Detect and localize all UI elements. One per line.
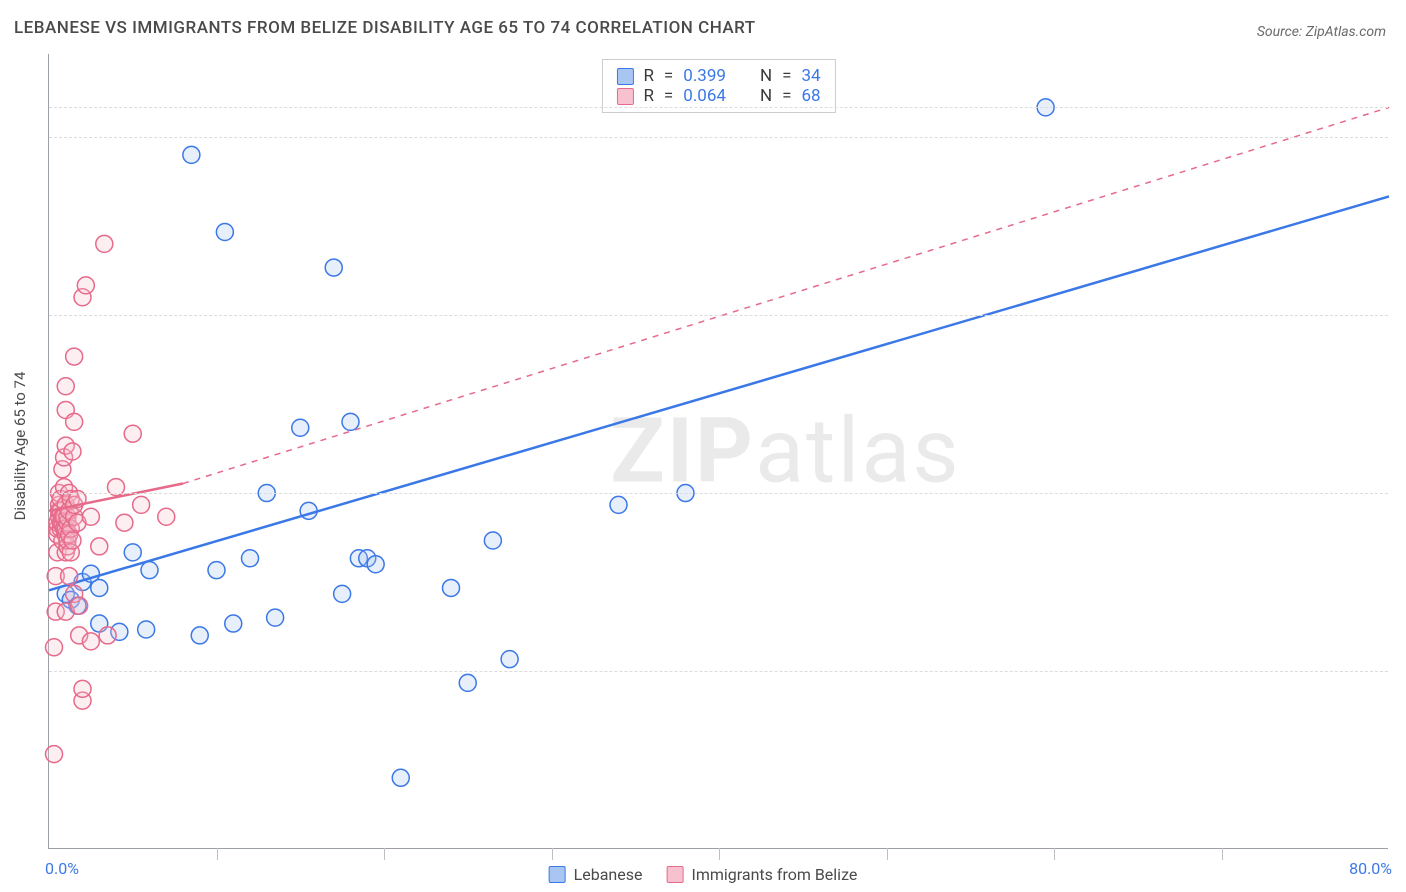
stat-n-value: 34 (801, 66, 820, 86)
data-point (82, 633, 99, 650)
data-point (71, 597, 88, 614)
stat-r-value: 0.399 (683, 66, 726, 86)
x-axis-min-label: 0.0% (45, 859, 79, 878)
stat-eq: = (782, 86, 791, 106)
x-tick (1222, 848, 1223, 860)
legend-swatch (616, 68, 633, 85)
data-point (116, 514, 133, 531)
gridline-h (49, 493, 1388, 494)
data-point (610, 496, 627, 513)
stat-eq: = (664, 66, 673, 86)
legend-item: Immigrants from Belize (666, 865, 857, 884)
chart-container: LEBANESE VS IMMIGRANTS FROM BELIZE DISAB… (0, 0, 1406, 892)
chart-title: LEBANESE VS IMMIGRANTS FROM BELIZE DISAB… (14, 18, 756, 38)
legend-label: Immigrants from Belize (691, 865, 857, 884)
stat-eq: = (664, 86, 673, 106)
stat-n-label: N (760, 66, 772, 86)
data-point (183, 146, 200, 163)
data-point (124, 425, 141, 442)
data-point (325, 259, 342, 276)
stat-r-value: 0.064 (683, 86, 726, 106)
data-point (267, 609, 284, 626)
source-credit: Source: ZipAtlas.com (1257, 24, 1386, 40)
stat-r-label: R (643, 86, 653, 106)
data-point (443, 579, 460, 596)
data-point (77, 277, 94, 294)
stat-r-label: R (643, 66, 653, 86)
legend-item: Lebanese (549, 865, 643, 884)
x-tick (1054, 848, 1055, 860)
series-legend: Lebanese Immigrants from Belize (549, 865, 858, 884)
data-point (61, 568, 78, 585)
x-tick (217, 848, 218, 860)
stats-row: R = 0.064 N = 68 (616, 86, 820, 106)
gridline-h (49, 137, 1388, 138)
data-point (459, 674, 476, 691)
x-tick (719, 848, 720, 860)
data-point (141, 562, 158, 579)
data-point (64, 443, 81, 460)
data-point (367, 556, 384, 573)
data-point (334, 585, 351, 602)
data-point (292, 419, 309, 436)
data-point (66, 413, 83, 430)
data-point (82, 508, 99, 525)
data-point (392, 769, 409, 786)
x-tick (887, 848, 888, 860)
stat-eq: = (782, 66, 791, 86)
data-point (242, 550, 259, 567)
data-point (342, 413, 359, 430)
stats-legend-box: R = 0.399 N = 34 R = 0.064 N = 68 (601, 59, 835, 113)
gridline-h (49, 315, 1388, 316)
data-point (74, 680, 91, 697)
legend-swatch (549, 866, 566, 883)
y-axis-label: Disability Age 65 to 74 (11, 372, 29, 521)
data-point (64, 532, 81, 549)
data-point (158, 508, 175, 525)
legend-label: Lebanese (574, 865, 643, 884)
data-point (501, 651, 518, 668)
data-point (46, 639, 63, 656)
data-point (96, 235, 113, 252)
x-tick (552, 848, 553, 860)
data-point (91, 579, 108, 596)
trend-line (49, 196, 1389, 590)
data-point (133, 496, 150, 513)
data-point (216, 223, 233, 240)
data-point (208, 562, 225, 579)
data-point (124, 544, 141, 561)
data-point (225, 615, 242, 632)
stat-n-label: N (760, 86, 772, 106)
legend-swatch (616, 88, 633, 105)
x-axis-max-label: 80.0% (1349, 859, 1392, 878)
data-point (91, 538, 108, 555)
trend-line-extrapolated (183, 107, 1389, 483)
gridline-h (49, 107, 1388, 108)
gridline-h (49, 671, 1388, 672)
data-point (138, 621, 155, 638)
x-tick (384, 848, 385, 860)
data-point (46, 746, 63, 763)
data-point (57, 378, 74, 395)
data-point (191, 627, 208, 644)
scatter-svg (49, 54, 1389, 849)
data-point (484, 532, 501, 549)
plot-area: ZIPatlas R=0.399N=34R=0.064N=68 0.0% 80.… (48, 54, 1388, 849)
data-point (99, 627, 116, 644)
stat-n-value: 68 (801, 86, 820, 106)
stats-row: R = 0.399 N = 34 (616, 66, 820, 86)
legend-swatch (666, 866, 683, 883)
data-point (66, 348, 83, 365)
